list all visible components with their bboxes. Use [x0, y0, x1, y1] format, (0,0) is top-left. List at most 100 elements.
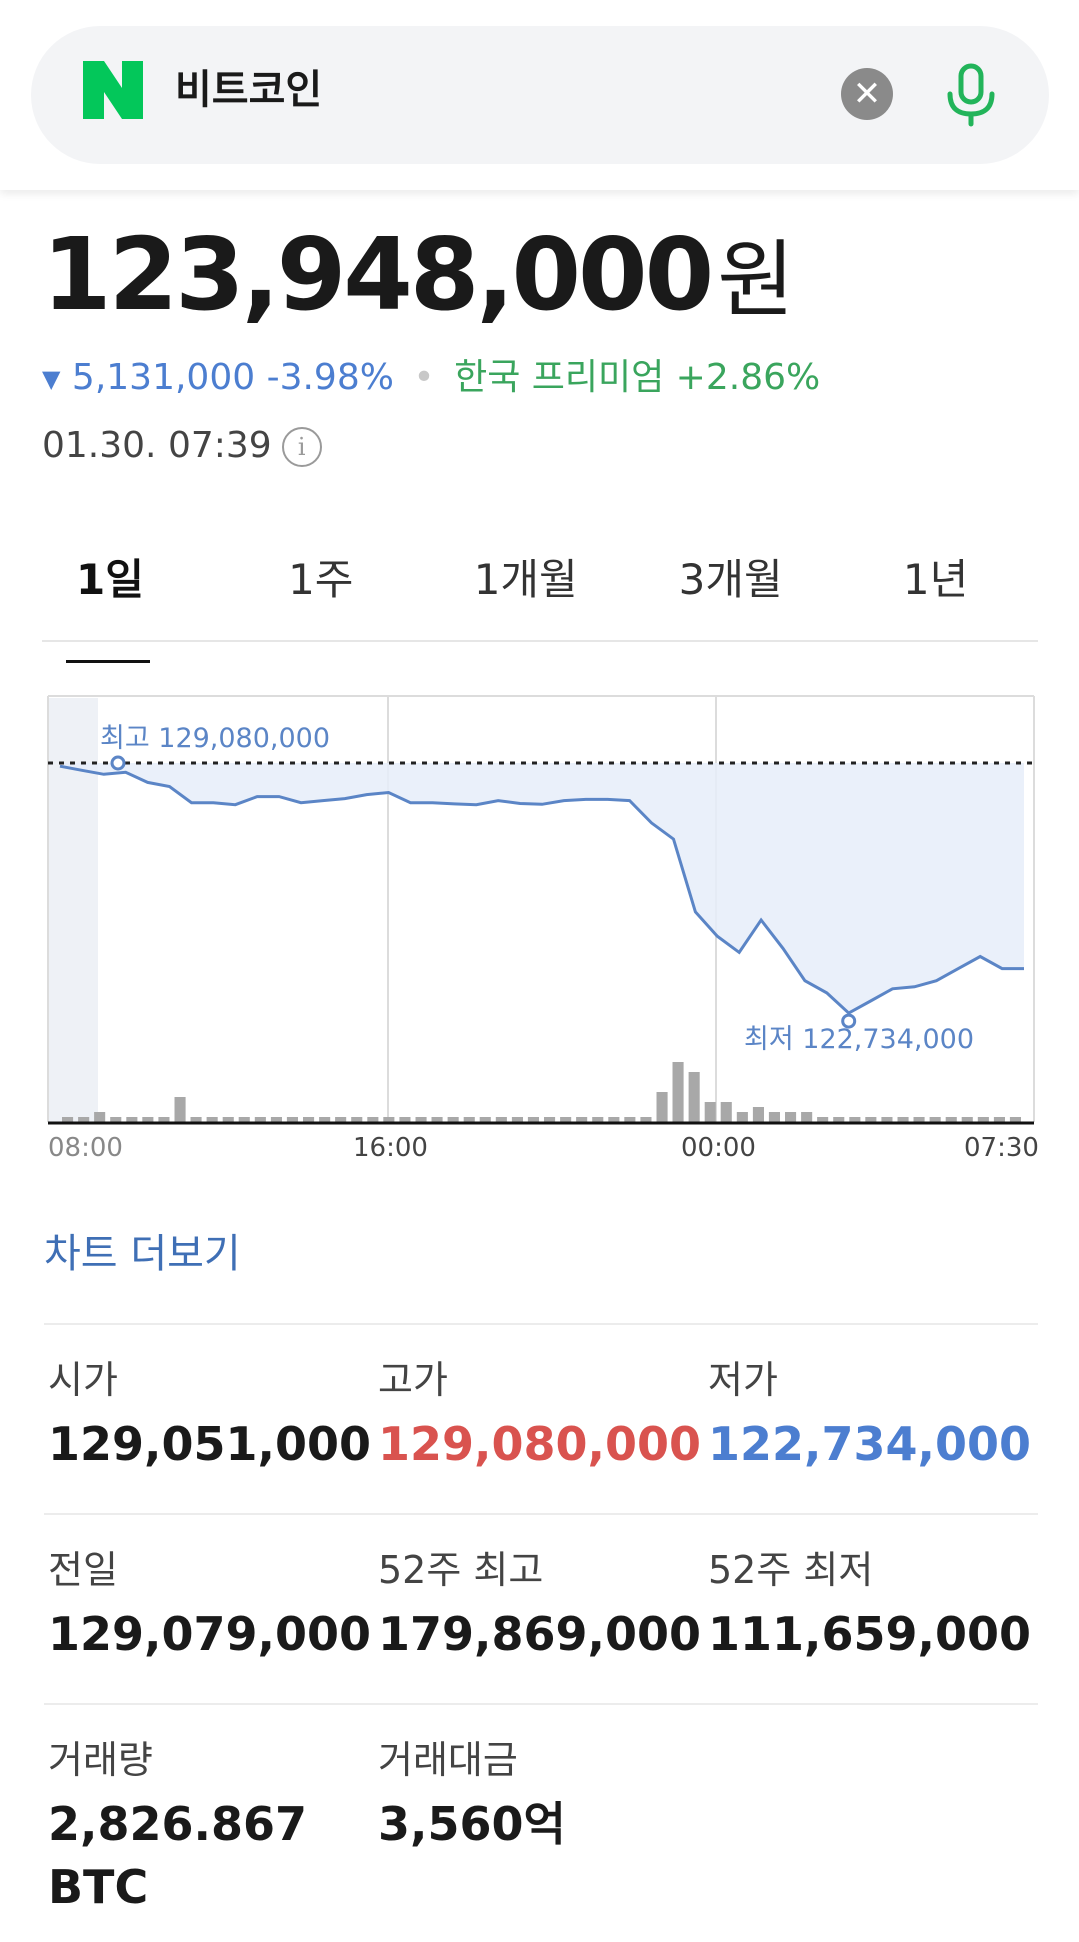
- volume-bar: [993, 1117, 1005, 1122]
- stats-row: 거래량 2,826.867 BTC 거래대금 3,560억: [44, 1703, 1038, 1935]
- tab-3month[interactable]: 3개월: [678, 555, 783, 604]
- volume-bar: [672, 1062, 684, 1122]
- stat-52w-low: 52주 최저 111,659,000: [708, 1545, 1031, 1667]
- stat-label: 고가: [378, 1358, 448, 1402]
- price-line: [59, 764, 1024, 1015]
- timestamp-row: 01.30. 07:39 i: [42, 423, 322, 469]
- volume-bar: [688, 1072, 700, 1122]
- volume-bar: [431, 1117, 443, 1122]
- volume-bar: [463, 1117, 475, 1122]
- volume-bar: [270, 1117, 282, 1122]
- stat-52w-high: 52주 최고 179,869,000: [378, 1545, 701, 1667]
- volume-bar: [495, 1117, 507, 1122]
- stat-label: 전일: [48, 1548, 118, 1592]
- x-tick-0730: 07:30: [964, 1133, 1039, 1163]
- down-arrow-icon: ▼: [42, 365, 61, 393]
- volume-bar: [126, 1117, 138, 1122]
- microphone-icon[interactable]: [933, 56, 1009, 132]
- volume-bar: [608, 1117, 620, 1122]
- x-tick-1600: 16:00: [353, 1133, 428, 1163]
- volume-bar: [865, 1117, 877, 1122]
- stat-value: 3,560억: [378, 1797, 566, 1851]
- volume-bar: [222, 1117, 234, 1122]
- volume-bar: [158, 1117, 170, 1122]
- volume-bar: [1009, 1117, 1021, 1122]
- search-input[interactable]: 비트코인: [175, 67, 323, 113]
- stat-label: 저가: [708, 1358, 778, 1402]
- stats-table: 시가 129,051,000 고가 129,080,000 저가 122,734…: [44, 1323, 1038, 1935]
- volume-bar: [447, 1117, 459, 1122]
- more-chart-link[interactable]: 차트 더보기: [44, 1231, 241, 1277]
- volume-bar: [351, 1117, 363, 1122]
- naver-logo-icon[interactable]: [83, 61, 143, 119]
- tab-1year[interactable]: 1년: [902, 555, 969, 604]
- x-tick-0000: 00:00: [681, 1133, 756, 1163]
- stat-label: 52주 최고: [378, 1548, 544, 1592]
- stats-row: 시가 129,051,000 고가 129,080,000 저가 122,734…: [44, 1323, 1038, 1513]
- volume-bar: [833, 1117, 845, 1122]
- high-label: 최고 129,080,000: [100, 723, 330, 754]
- tab-1day[interactable]: 1일: [42, 545, 218, 663]
- separator-dot: •: [413, 357, 435, 398]
- header: 비트코인 ✕: [0, 0, 1079, 190]
- volume-bar: [206, 1117, 218, 1122]
- volume-bar: [78, 1117, 90, 1122]
- stat-value: 179,869,000: [378, 1607, 702, 1661]
- stat-value: 129,080,000: [378, 1417, 702, 1471]
- price-change-row: ▼ 5,131,000 -3.98% • 한국 프리미엄 +2.86%: [42, 355, 820, 402]
- volume-bar: [254, 1117, 266, 1122]
- volume-bar: [704, 1102, 716, 1122]
- volume-bar: [817, 1117, 829, 1122]
- stat-trade-value: 거래대금 3,560억: [378, 1735, 566, 1857]
- volume-bar: [977, 1117, 989, 1122]
- stat-label: 시가: [48, 1358, 118, 1402]
- stat-label: 거래량: [48, 1738, 153, 1782]
- stats-row: 전일 129,079,000 52주 최고 179,869,000 52주 최저…: [44, 1513, 1038, 1703]
- stat-prev-close: 전일 129,079,000: [48, 1545, 371, 1667]
- volume-bar: [624, 1117, 636, 1122]
- volume-bars: [62, 1062, 1021, 1122]
- low-label: 최저 122,734,000: [744, 1024, 974, 1055]
- volume-bar: [527, 1117, 539, 1122]
- volume-bar: [544, 1117, 556, 1122]
- stat-volume: 거래량 2,826.867 BTC: [48, 1735, 307, 1917]
- volume-bar: [592, 1117, 604, 1122]
- stat-high: 고가 129,080,000: [378, 1355, 701, 1477]
- stat-value: 129,079,000: [48, 1607, 372, 1661]
- volume-bar: [399, 1117, 411, 1122]
- volume-bar: [94, 1112, 106, 1122]
- search-bar[interactable]: 비트코인 ✕: [31, 26, 1049, 164]
- volume-bar: [479, 1117, 491, 1122]
- volume-bar: [849, 1117, 861, 1122]
- stat-value: 2,826.867 BTC: [48, 1791, 307, 1917]
- volume-bar: [576, 1117, 588, 1122]
- volume-bar: [560, 1117, 572, 1122]
- volume-bar: [881, 1117, 893, 1122]
- volume-bar: [929, 1117, 941, 1122]
- volume-bar: [961, 1117, 973, 1122]
- volume-bar: [785, 1112, 797, 1122]
- stat-value: 111,659,000: [708, 1607, 1032, 1661]
- tab-1month[interactable]: 1개월: [473, 555, 578, 604]
- tab-1week[interactable]: 1주: [288, 555, 354, 604]
- volume-bar: [656, 1092, 668, 1122]
- timestamp: 01.30. 07:39: [42, 425, 272, 466]
- close-icon[interactable]: ✕: [841, 68, 893, 120]
- stat-label: 거래대금: [378, 1738, 518, 1782]
- korea-premium[interactable]: 한국 프리미엄 +2.86%: [454, 357, 821, 398]
- volume-bar: [319, 1117, 331, 1122]
- volume-bar: [335, 1117, 347, 1122]
- volume-bar: [62, 1117, 74, 1122]
- volume-bar: [511, 1117, 523, 1122]
- high-marker: [110, 755, 126, 771]
- stat-low: 저가 122,734,000: [708, 1355, 1031, 1477]
- info-icon[interactable]: i: [281, 427, 322, 467]
- volume-bar: [286, 1117, 298, 1122]
- volume-bar: [736, 1112, 748, 1122]
- volume-bar: [110, 1117, 122, 1122]
- stat-label: 52주 최저: [708, 1548, 874, 1592]
- volume-bar: [415, 1117, 427, 1122]
- volume-bar: [640, 1117, 652, 1122]
- price-chart[interactable]: 최고 129,080,000 최저 122,734,000 08:00 16:0…: [0, 690, 1079, 1170]
- volume-bar: [913, 1117, 925, 1122]
